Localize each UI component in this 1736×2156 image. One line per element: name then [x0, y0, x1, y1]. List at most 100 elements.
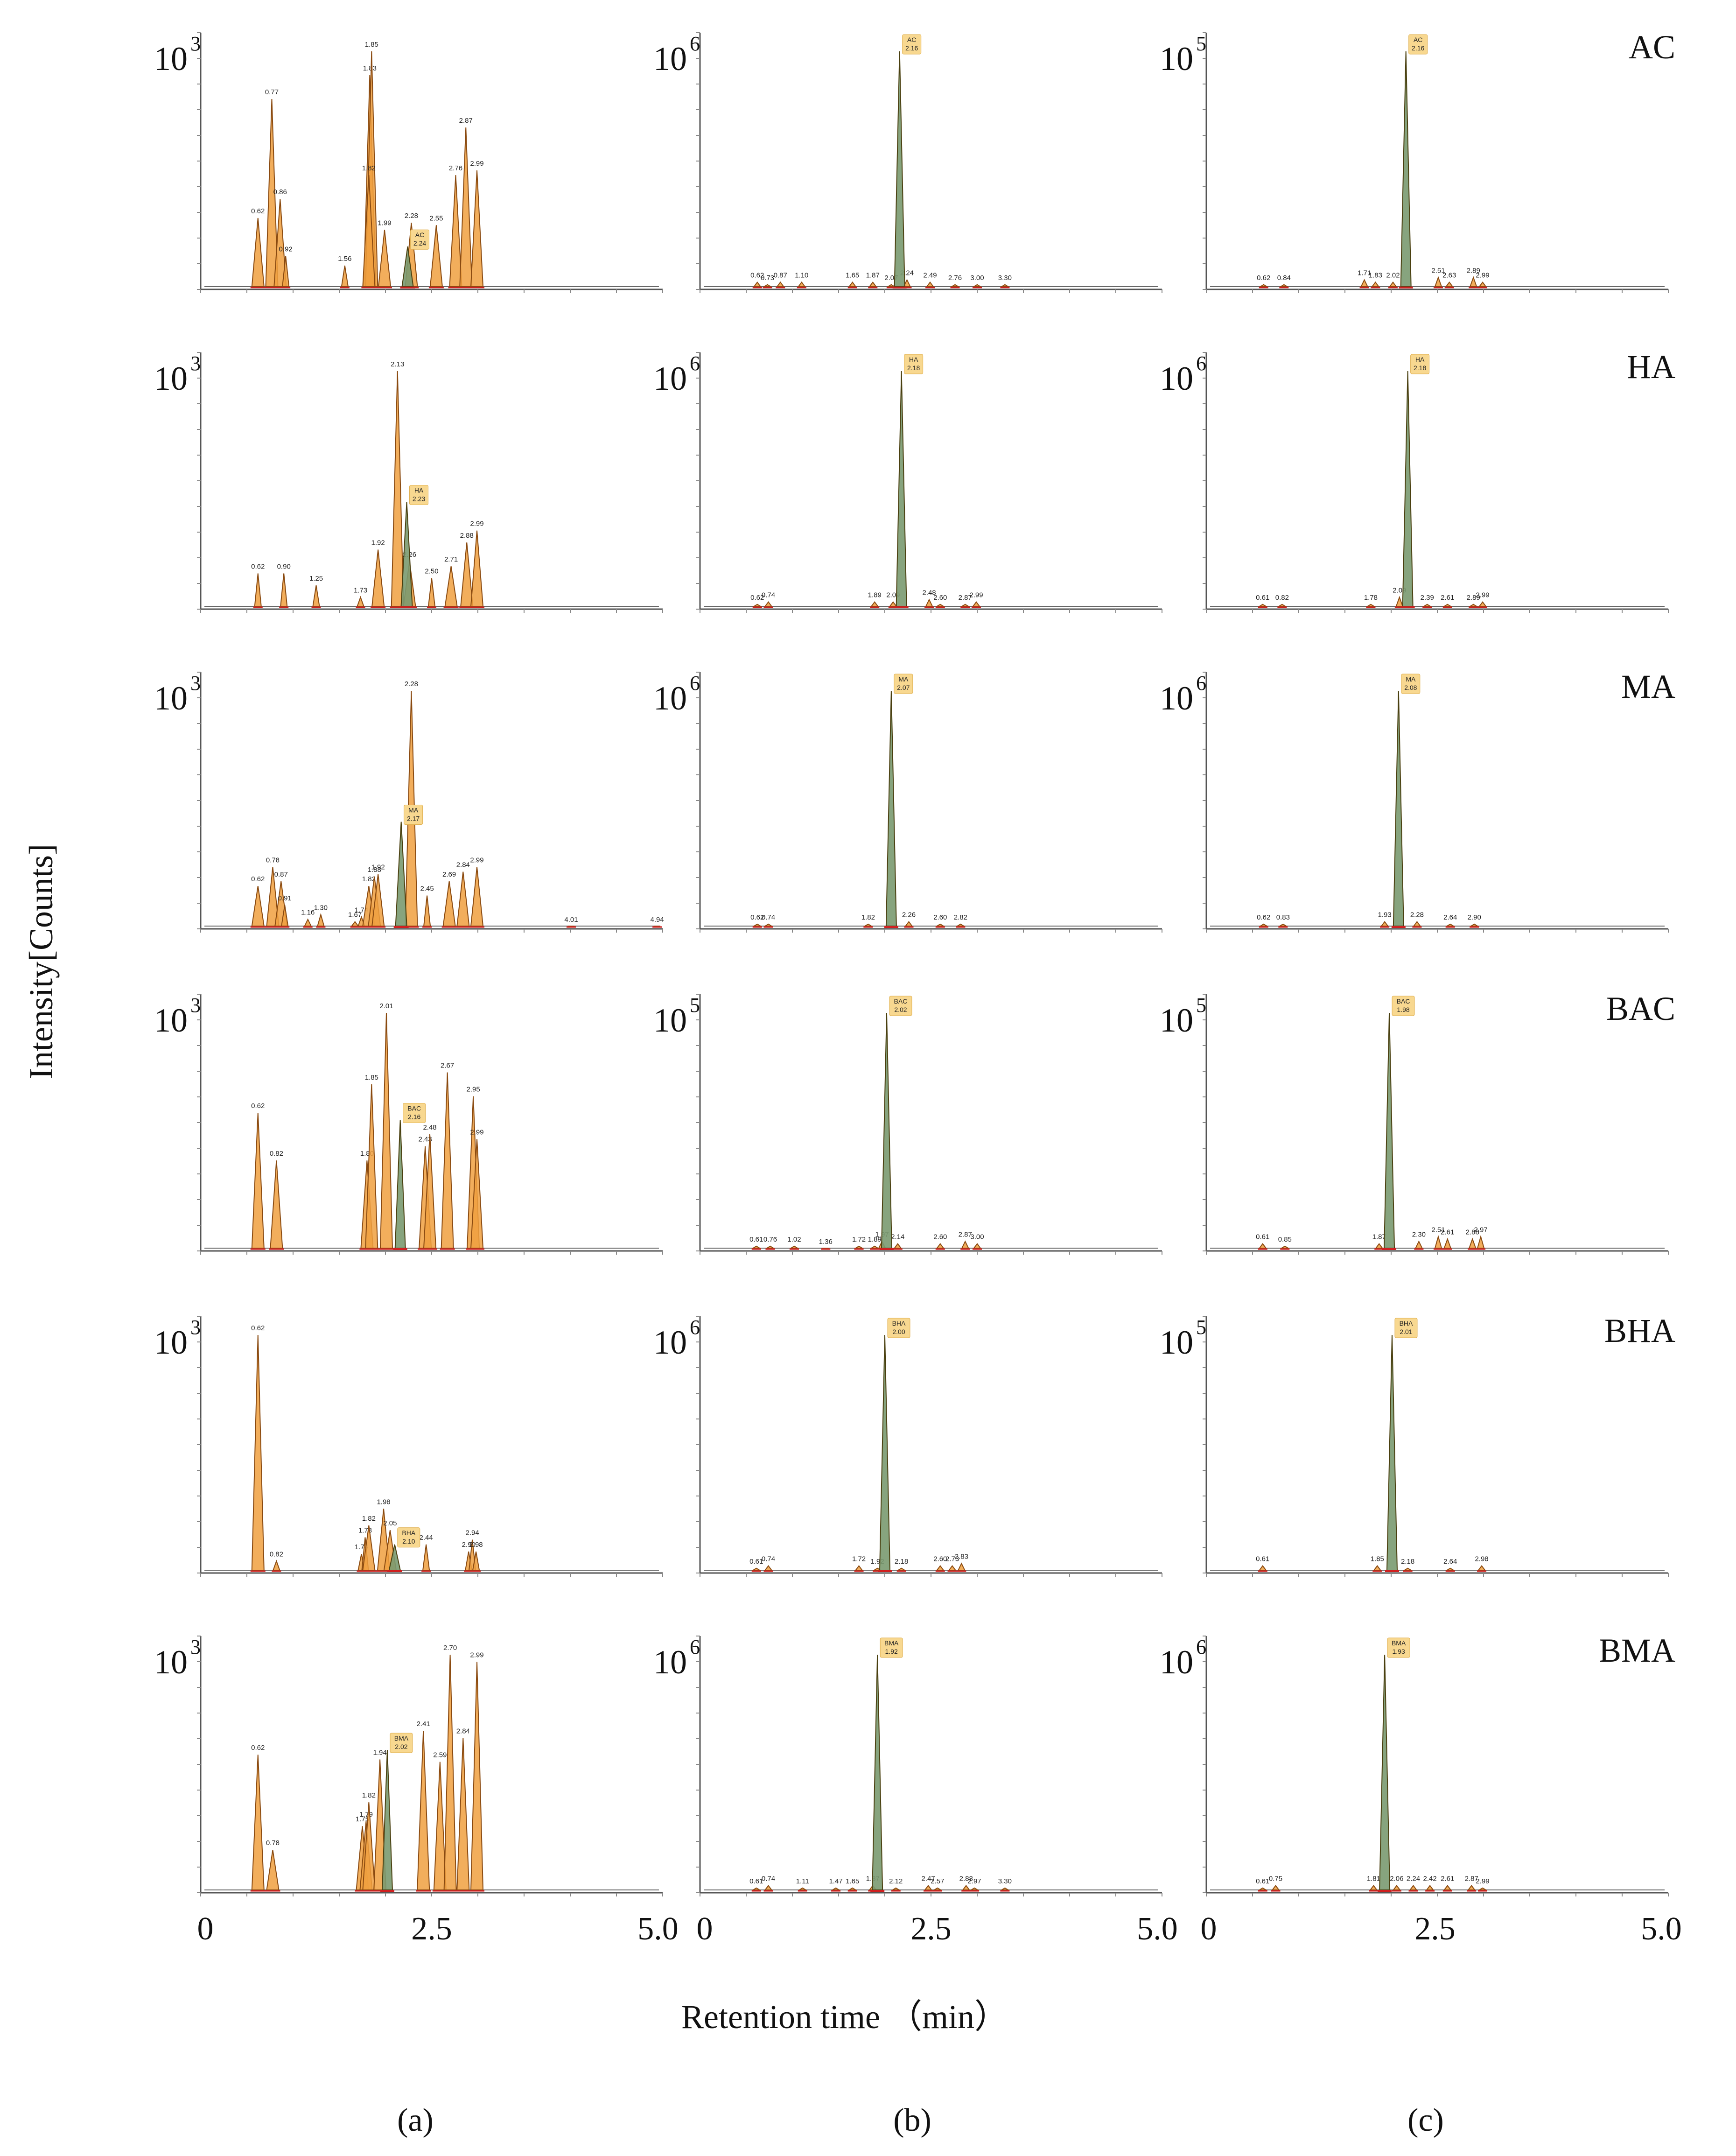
- peak: [371, 549, 385, 607]
- peak-label: 2.76: [948, 274, 962, 282]
- peak-label: 0.74: [762, 913, 775, 921]
- target-peak: [872, 1654, 883, 1890]
- peak-label: 0.61: [749, 1236, 763, 1243]
- panel-b-bac: 1050.610.761.021.361.721.891.972.142.602…: [653, 994, 1162, 1255]
- peak: [797, 281, 806, 287]
- peak-label: 2.98: [469, 1541, 483, 1549]
- peak-label: 0.92: [279, 246, 293, 253]
- peak: [961, 1240, 969, 1249]
- peak: [1478, 281, 1487, 287]
- peak-label: 0.74: [762, 591, 775, 599]
- scale-exponent: 3: [190, 1316, 201, 1339]
- peak-label: 1.89: [868, 591, 882, 599]
- peak-label: 2.99: [1476, 1877, 1489, 1885]
- peak: [955, 923, 966, 927]
- scale-exponent: 6: [1196, 1636, 1206, 1658]
- peak: [470, 1139, 484, 1249]
- target-label-box: [403, 1103, 426, 1123]
- scale-exponent: 3: [190, 32, 201, 55]
- scale-exponent: 6: [690, 352, 700, 375]
- scale-label: 10: [653, 40, 687, 77]
- peak: [891, 1887, 901, 1890]
- peak-label: 2.57: [931, 1877, 944, 1885]
- scale-label: 10: [154, 40, 188, 77]
- peak-label: 2.01: [379, 1002, 393, 1010]
- target-label-rt: 2.02: [395, 1743, 407, 1750]
- peak: [317, 913, 325, 927]
- peak: [854, 1245, 864, 1249]
- peak-label: 1.85: [365, 41, 378, 49]
- peak-label: 3.30: [998, 1877, 1012, 1885]
- peak: [304, 918, 312, 927]
- x-tick-label: 5.0: [1137, 1911, 1178, 1947]
- peak: [751, 1245, 762, 1249]
- peak: [1259, 923, 1269, 927]
- peak: [442, 881, 456, 927]
- peak-label: 1.93: [1378, 911, 1392, 919]
- peak-label: 2.73: [945, 1555, 959, 1563]
- peak-label: 0.78: [266, 856, 280, 864]
- target-peak: [1400, 51, 1412, 287]
- peak-label: 2.30: [1412, 1231, 1426, 1239]
- peak: [441, 1072, 454, 1249]
- peak-label: 2.67: [441, 1062, 454, 1070]
- target-label-rt: 2.16: [905, 44, 918, 52]
- peak-label: 2.64: [1443, 1558, 1457, 1566]
- target-peak: [1384, 1012, 1395, 1249]
- peak: [1442, 604, 1453, 607]
- target-label-name: AC: [1414, 36, 1422, 43]
- target-peak: [896, 371, 907, 607]
- peak: [868, 281, 877, 287]
- row-label-bha: BHA: [1604, 1312, 1675, 1349]
- peak: [280, 573, 288, 607]
- peak: [1258, 604, 1268, 607]
- target-label-rt: 2.16: [408, 1113, 420, 1121]
- peak: [251, 218, 265, 287]
- peak: [936, 1565, 945, 1571]
- peak-label: 2.51: [1431, 1226, 1445, 1234]
- peak-label: 2.26: [902, 911, 916, 919]
- peak: [470, 170, 484, 287]
- target-peak: [1402, 371, 1414, 607]
- scale-label: 10: [154, 680, 188, 717]
- peak-label: 2.98: [1475, 1555, 1488, 1563]
- peak: [350, 921, 359, 927]
- peak-label: 1.25: [309, 575, 323, 583]
- peak-label: 2.90: [1468, 913, 1481, 921]
- peak-label: 0.74: [762, 1555, 775, 1563]
- peak: [254, 573, 262, 607]
- panel-c-bac: 10 5 0.61 0.85 1.87 2.30 2.512.61 2.882.97 BAC1.…: [1160, 994, 1669, 1255]
- peak-label: 1.67: [348, 911, 362, 919]
- peak-label: 2.99: [470, 1651, 483, 1659]
- peak-label: 1.72: [852, 1555, 866, 1563]
- x-axis-label: Retention time （min）: [681, 1998, 1008, 2036]
- panel-a-bac: 10 30.620.82 1.801.852.012.432.482.672.952…: [154, 994, 663, 1255]
- peak: [429, 225, 443, 287]
- column-label-c: (c): [1407, 2102, 1444, 2138]
- peak-label: 2.87: [959, 594, 972, 602]
- scale-exponent: 5: [690, 994, 700, 1017]
- peak-label: 2.61: [1441, 1229, 1454, 1236]
- target-label-rt: 2.08: [1404, 684, 1417, 691]
- peak-label: 2.89: [1467, 594, 1480, 602]
- peak-label: 0.87: [274, 871, 288, 878]
- peak-label: 2.99: [969, 591, 983, 599]
- x-tick-label: 2.5: [1414, 1911, 1456, 1947]
- peak: [957, 1562, 966, 1571]
- panel-b-ma: 10 6 0.620.74 1.82 2.26 2.60 2.82 MA2.07: [653, 672, 1162, 933]
- peak: [1360, 279, 1369, 287]
- peak: [1443, 1237, 1452, 1249]
- peak-label: 1.82: [362, 1791, 376, 1799]
- peak: [1413, 921, 1421, 927]
- peak-label: 1.92: [371, 864, 385, 871]
- target-label-box: [894, 674, 913, 694]
- peak-label: 1.30: [314, 904, 328, 912]
- peak: [1445, 281, 1454, 287]
- target-label-box: [887, 1318, 910, 1338]
- peak: [362, 1525, 376, 1571]
- peak-label: 2.88: [460, 532, 474, 540]
- peak-label: 1.88: [368, 866, 381, 874]
- peak: [1375, 1243, 1384, 1249]
- target-peak: [1393, 690, 1404, 927]
- scale-exponent: 6: [690, 1316, 700, 1339]
